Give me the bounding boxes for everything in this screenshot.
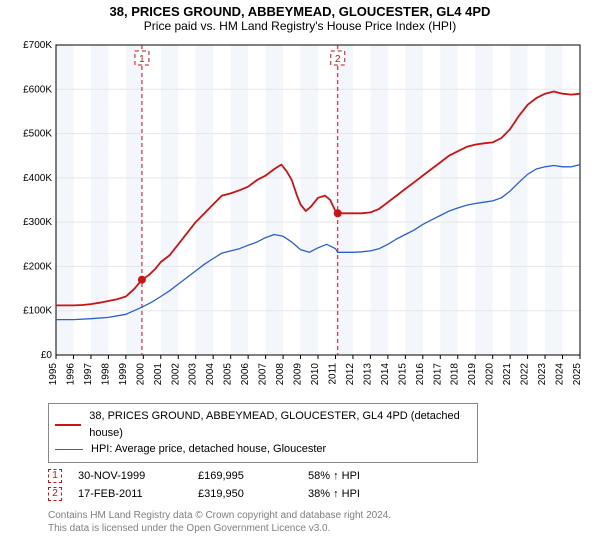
svg-text:2014: 2014 — [380, 363, 391, 386]
svg-text:2019: 2019 — [467, 363, 478, 386]
event-price: £169,995 — [198, 470, 308, 482]
legend-label: 38, PRICES GROUND, ABBEYMEAD, GLOUCESTER… — [89, 408, 471, 441]
svg-text:2004: 2004 — [205, 363, 216, 386]
svg-text:2001: 2001 — [153, 363, 164, 386]
price-chart: £0 £100K £200K £300K £400K £500K £600K £700K 199… — [10, 37, 590, 397]
svg-text:2012: 2012 — [345, 363, 356, 386]
svg-text:2016: 2016 — [415, 363, 426, 386]
license-text: Contains HM Land Registry data © Crown c… — [48, 509, 600, 535]
svg-text:2025: 2025 — [572, 363, 583, 386]
svg-text:2009: 2009 — [293, 363, 304, 386]
page-title: 38, PRICES GROUND, ABBEYMEAD, GLOUCESTER… — [0, 0, 600, 19]
event-hpi-delta: 38% ↑ HPI — [308, 488, 398, 500]
svg-text:2005: 2005 — [223, 363, 234, 386]
svg-text:2018: 2018 — [450, 363, 461, 386]
legend-swatch — [55, 449, 83, 450]
svg-text:£400K: £400K — [23, 173, 52, 184]
svg-text:2013: 2013 — [362, 363, 373, 386]
chart-svg: £0 £100K £200K £300K £400K £500K £600K £700K 199… — [10, 37, 590, 397]
svg-text:£100K: £100K — [23, 306, 52, 317]
svg-text:1999: 1999 — [118, 363, 129, 386]
svg-text:1995: 1995 — [48, 363, 59, 386]
svg-text:2023: 2023 — [537, 363, 548, 386]
svg-text:£500K: £500K — [23, 129, 52, 140]
svg-text:2007: 2007 — [258, 363, 269, 386]
svg-text:2011: 2011 — [327, 363, 338, 385]
svg-text:£0: £0 — [41, 350, 53, 361]
event-row: 2 17-FEB-2011£319,95038% ↑ HPI — [48, 485, 600, 503]
svg-text:£600K: £600K — [23, 84, 52, 95]
svg-text:2022: 2022 — [520, 363, 531, 386]
svg-text:2020: 2020 — [485, 363, 496, 386]
page-subtitle: Price paid vs. HM Land Registry's House … — [0, 19, 600, 37]
svg-text:2006: 2006 — [240, 363, 251, 386]
legend-label: HPI: Average price, detached house, Glou… — [91, 441, 326, 458]
svg-text:£700K: £700K — [23, 40, 52, 51]
svg-text:2008: 2008 — [275, 363, 286, 386]
svg-text:2010: 2010 — [310, 363, 321, 386]
legend-item: HPI: Average price, detached house, Glou… — [55, 441, 471, 458]
svg-text:2024: 2024 — [555, 363, 566, 386]
legend-swatch — [55, 424, 81, 426]
event-price: £319,950 — [198, 488, 308, 500]
svg-text:1: 1 — [139, 54, 145, 65]
svg-text:1998: 1998 — [100, 363, 111, 386]
svg-text:2021: 2021 — [502, 363, 513, 386]
event-marker-dot — [334, 209, 342, 217]
svg-text:2002: 2002 — [170, 363, 181, 386]
event-date: 30-NOV-1999 — [78, 470, 198, 482]
svg-text:2003: 2003 — [188, 363, 199, 386]
svg-text:2015: 2015 — [397, 363, 408, 386]
svg-text:2000: 2000 — [135, 363, 146, 386]
svg-text:2017: 2017 — [432, 363, 443, 386]
legend-item: 38, PRICES GROUND, ABBEYMEAD, GLOUCESTER… — [55, 408, 471, 441]
svg-text:£200K: £200K — [23, 261, 52, 272]
svg-text:1996: 1996 — [65, 363, 76, 386]
svg-text:2: 2 — [335, 54, 341, 65]
event-row: 1 30-NOV-1999£169,99558% ↑ HPI — [48, 467, 600, 485]
event-marker-dot — [138, 276, 146, 284]
legend: 38, PRICES GROUND, ABBEYMEAD, GLOUCESTER… — [48, 403, 478, 463]
event-marker-badge: 2 — [48, 487, 62, 501]
svg-text:1997: 1997 — [83, 363, 94, 386]
event-hpi-delta: 58% ↑ HPI — [308, 470, 398, 482]
event-date: 17-FEB-2011 — [78, 488, 198, 500]
license-line-2: This data is licensed under the Open Gov… — [48, 522, 600, 535]
license-line-1: Contains HM Land Registry data © Crown c… — [48, 509, 600, 522]
svg-text:£300K: £300K — [23, 217, 52, 228]
event-marker-badge: 1 — [48, 469, 62, 483]
